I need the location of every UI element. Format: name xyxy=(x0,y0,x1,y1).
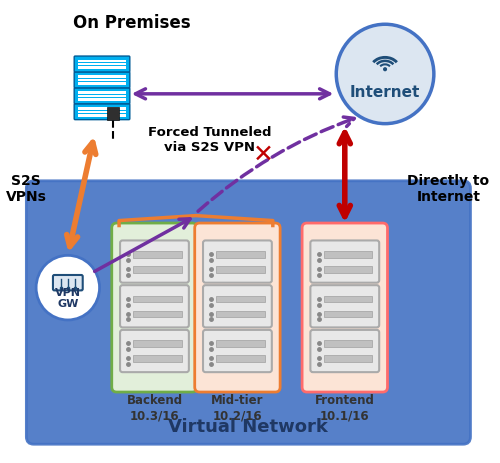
FancyBboxPatch shape xyxy=(74,89,130,105)
Bar xyxy=(78,80,126,82)
Bar xyxy=(324,356,372,362)
Bar xyxy=(324,251,372,258)
Text: Frontend
10.1/16: Frontend 10.1/16 xyxy=(315,393,374,421)
Bar xyxy=(133,356,182,362)
Bar xyxy=(324,296,372,303)
Bar xyxy=(324,311,372,318)
Bar xyxy=(133,251,182,258)
FancyBboxPatch shape xyxy=(120,241,189,283)
Bar xyxy=(216,251,264,258)
Bar xyxy=(107,108,119,120)
Bar xyxy=(78,76,126,79)
FancyBboxPatch shape xyxy=(310,286,379,328)
FancyBboxPatch shape xyxy=(74,57,130,73)
Bar xyxy=(216,266,264,273)
FancyBboxPatch shape xyxy=(74,73,130,89)
FancyBboxPatch shape xyxy=(310,330,379,372)
Bar xyxy=(78,99,126,101)
Text: On Premises: On Premises xyxy=(72,14,190,31)
Bar xyxy=(133,341,182,347)
Bar xyxy=(78,92,126,94)
Bar xyxy=(78,60,126,63)
Text: S2S
VPNs: S2S VPNs xyxy=(6,174,47,204)
Text: Directly to
Internet: Directly to Internet xyxy=(408,174,490,204)
Text: Virtual Network: Virtual Network xyxy=(168,417,328,435)
FancyBboxPatch shape xyxy=(112,224,197,392)
FancyBboxPatch shape xyxy=(203,330,272,372)
Bar xyxy=(216,356,264,362)
Bar xyxy=(78,67,126,70)
Bar xyxy=(216,311,264,318)
FancyBboxPatch shape xyxy=(120,330,189,372)
Bar xyxy=(78,115,126,118)
Bar xyxy=(324,341,372,347)
Text: VPN
GW: VPN GW xyxy=(55,287,81,309)
Circle shape xyxy=(383,68,387,72)
Bar xyxy=(78,83,126,86)
FancyBboxPatch shape xyxy=(310,241,379,283)
FancyBboxPatch shape xyxy=(302,224,388,392)
Bar xyxy=(78,112,126,114)
Text: Forced Tunneled
via S2S VPN: Forced Tunneled via S2S VPN xyxy=(148,125,271,153)
Bar xyxy=(324,266,372,273)
FancyBboxPatch shape xyxy=(203,241,272,283)
FancyBboxPatch shape xyxy=(53,275,82,291)
FancyBboxPatch shape xyxy=(194,224,280,392)
Text: ✕: ✕ xyxy=(252,142,274,166)
Bar xyxy=(133,296,182,303)
FancyBboxPatch shape xyxy=(74,105,130,120)
Bar xyxy=(133,311,182,318)
Circle shape xyxy=(36,256,100,320)
Bar xyxy=(216,341,264,347)
Circle shape xyxy=(336,25,434,125)
Text: Mid-tier
10.2/16: Mid-tier 10.2/16 xyxy=(211,393,264,421)
FancyBboxPatch shape xyxy=(120,286,189,328)
FancyBboxPatch shape xyxy=(203,286,272,328)
FancyBboxPatch shape xyxy=(26,181,470,444)
Bar xyxy=(78,108,126,111)
Bar xyxy=(133,266,182,273)
Bar xyxy=(78,64,126,66)
Text: Internet: Internet xyxy=(350,85,420,100)
Bar xyxy=(216,296,264,303)
Bar xyxy=(78,96,126,98)
Text: Backend
10.3/16: Backend 10.3/16 xyxy=(126,393,182,421)
